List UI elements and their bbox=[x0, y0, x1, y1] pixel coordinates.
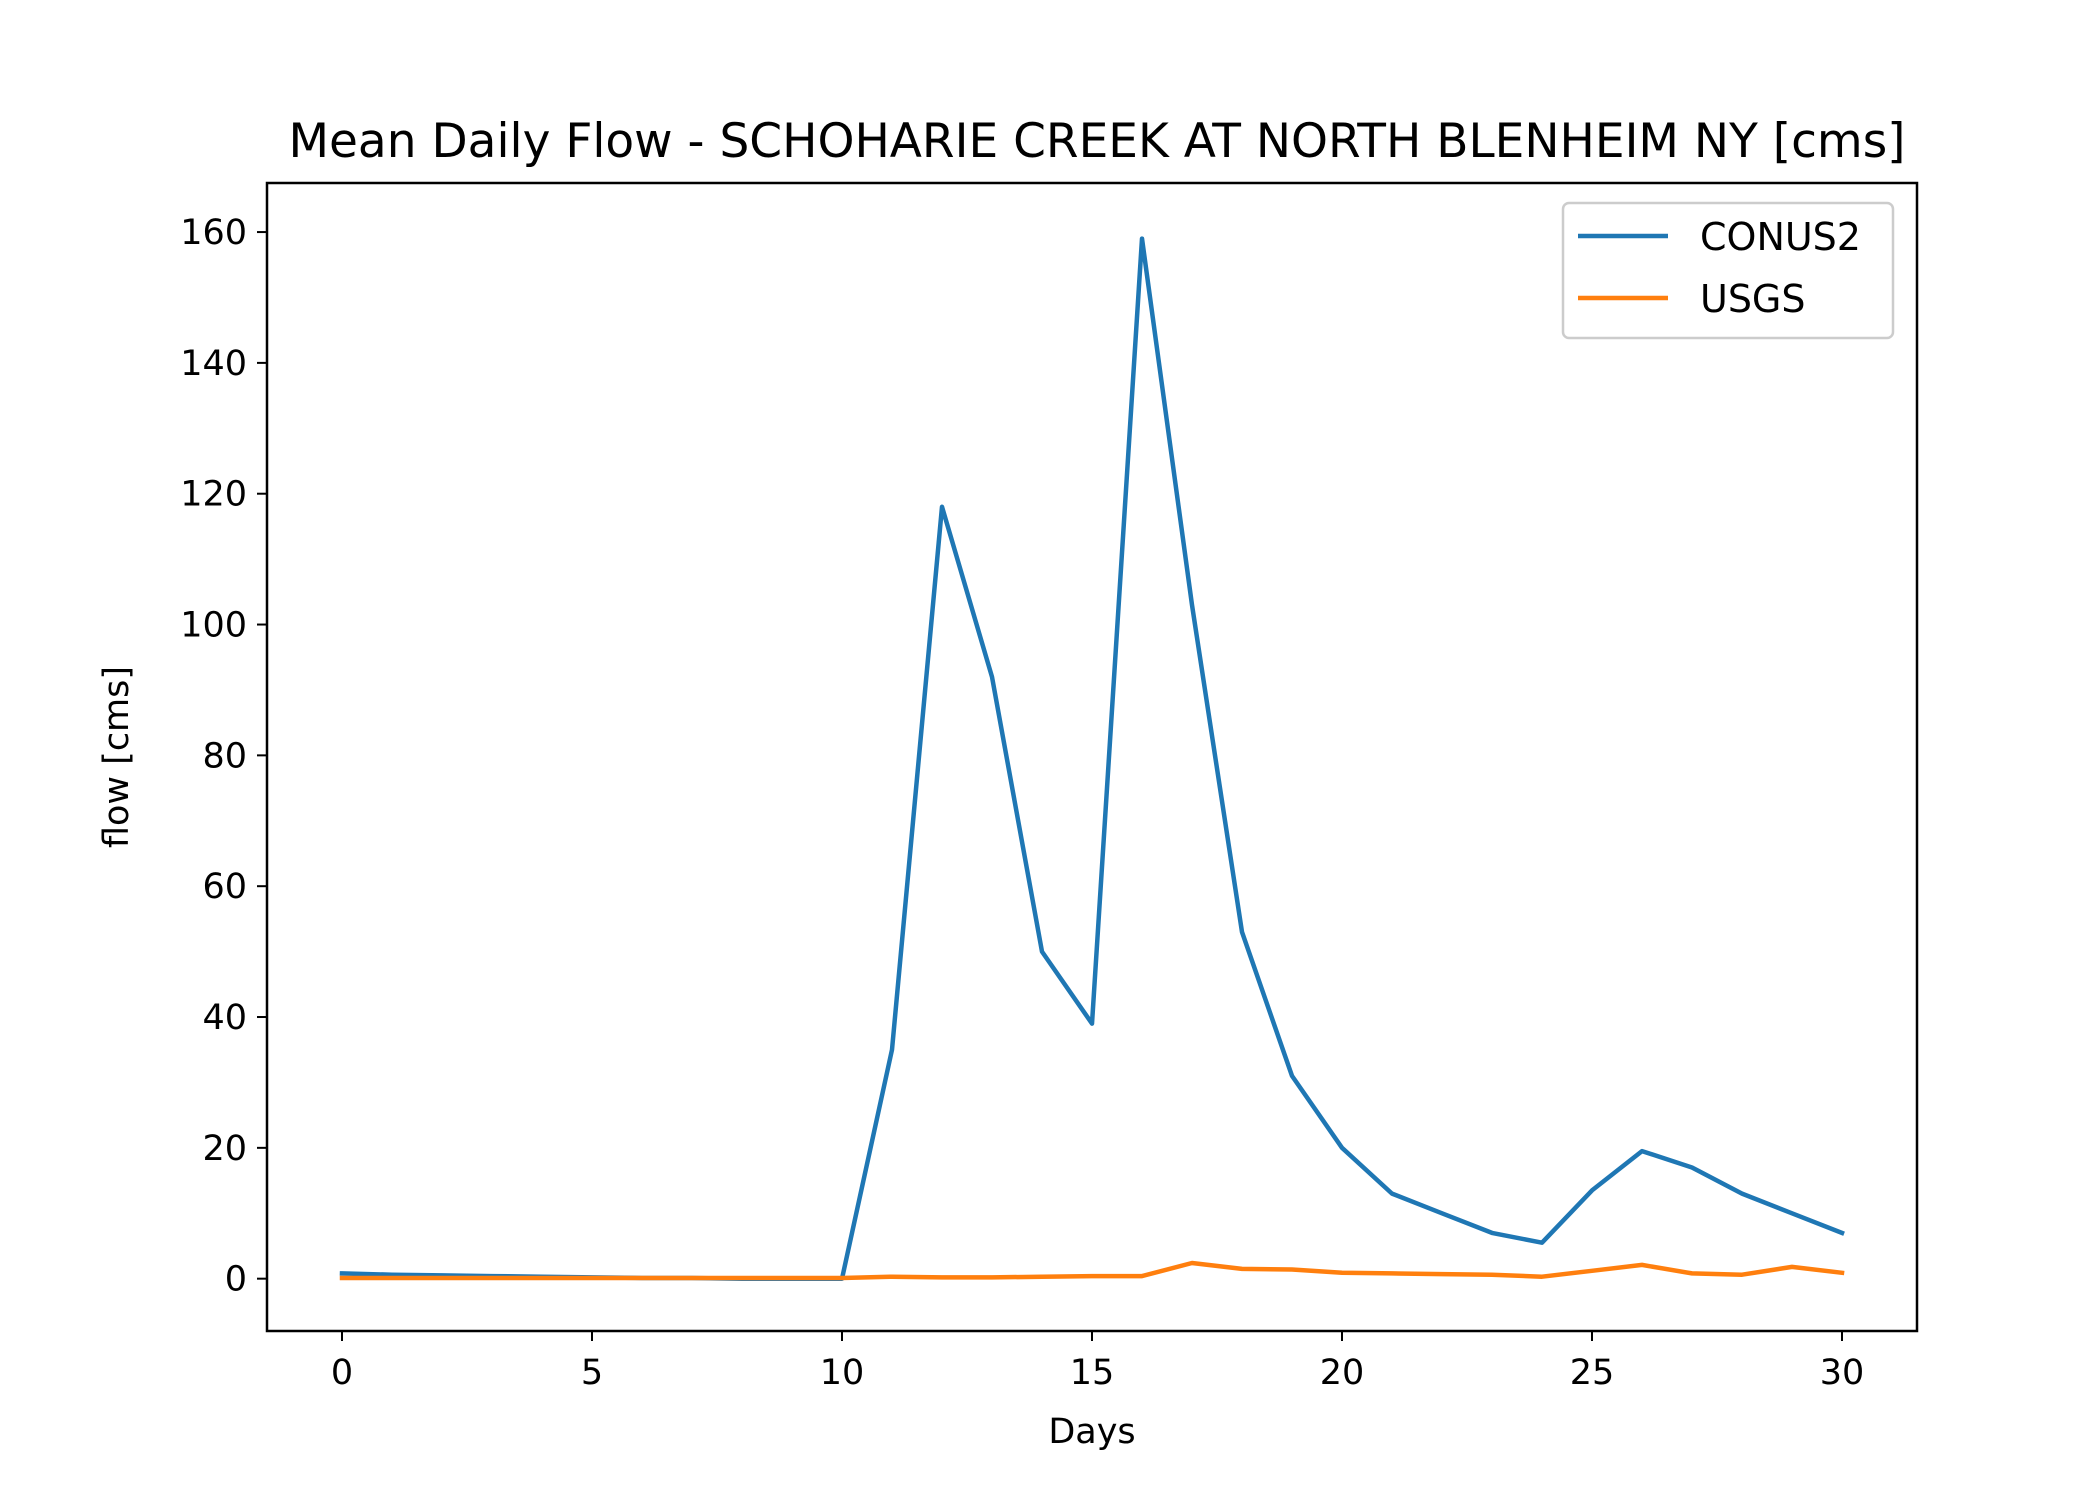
x-tick-label: 15 bbox=[1070, 1353, 1115, 1393]
y-tick-label: 40 bbox=[202, 998, 247, 1038]
y-tick-label: 140 bbox=[180, 344, 247, 384]
y-axis-label: flow [cms] bbox=[97, 666, 137, 848]
x-tick-label: 20 bbox=[1320, 1353, 1365, 1393]
x-tick-label: 0 bbox=[331, 1353, 353, 1393]
legend-label-usgs: USGS bbox=[1700, 277, 1806, 321]
y-tick-label: 160 bbox=[180, 213, 247, 253]
legend-label-conus2: CONUS2 bbox=[1700, 215, 1861, 259]
y-tick-label: 0 bbox=[225, 1260, 247, 1300]
y-tick-label: 20 bbox=[202, 1129, 247, 1169]
x-tick-label: 25 bbox=[1570, 1353, 1615, 1393]
series-line-usgs bbox=[339, 1260, 1845, 1281]
y-tick-label: 60 bbox=[202, 867, 247, 907]
legend: CONUS2 USGS bbox=[1561, 201, 1895, 340]
y-tick-label: 100 bbox=[180, 606, 247, 646]
y-tick-label: 120 bbox=[180, 475, 247, 515]
x-tick-label: 5 bbox=[581, 1353, 603, 1393]
x-tick-label: 10 bbox=[820, 1353, 865, 1393]
x-tick-label: 30 bbox=[1820, 1353, 1865, 1393]
chart-title: Mean Daily Flow - SCHOHARIE CREEK AT NOR… bbox=[288, 114, 1905, 169]
series-line-conus2 bbox=[339, 236, 1845, 1281]
y-tick-label: 80 bbox=[202, 736, 247, 776]
x-axis-label: Days bbox=[1048, 1412, 1135, 1452]
